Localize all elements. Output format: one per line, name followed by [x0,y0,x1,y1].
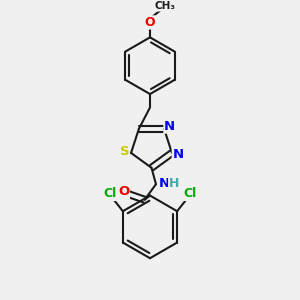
Text: Cl: Cl [183,188,196,200]
Text: N: N [159,177,170,190]
Text: S: S [120,145,129,158]
Text: O: O [118,185,129,199]
Text: N: N [164,120,175,133]
Text: O: O [145,16,155,29]
Text: N: N [172,148,184,161]
Text: H: H [169,177,179,190]
Text: Cl: Cl [104,188,117,200]
Text: CH₃: CH₃ [154,1,176,11]
